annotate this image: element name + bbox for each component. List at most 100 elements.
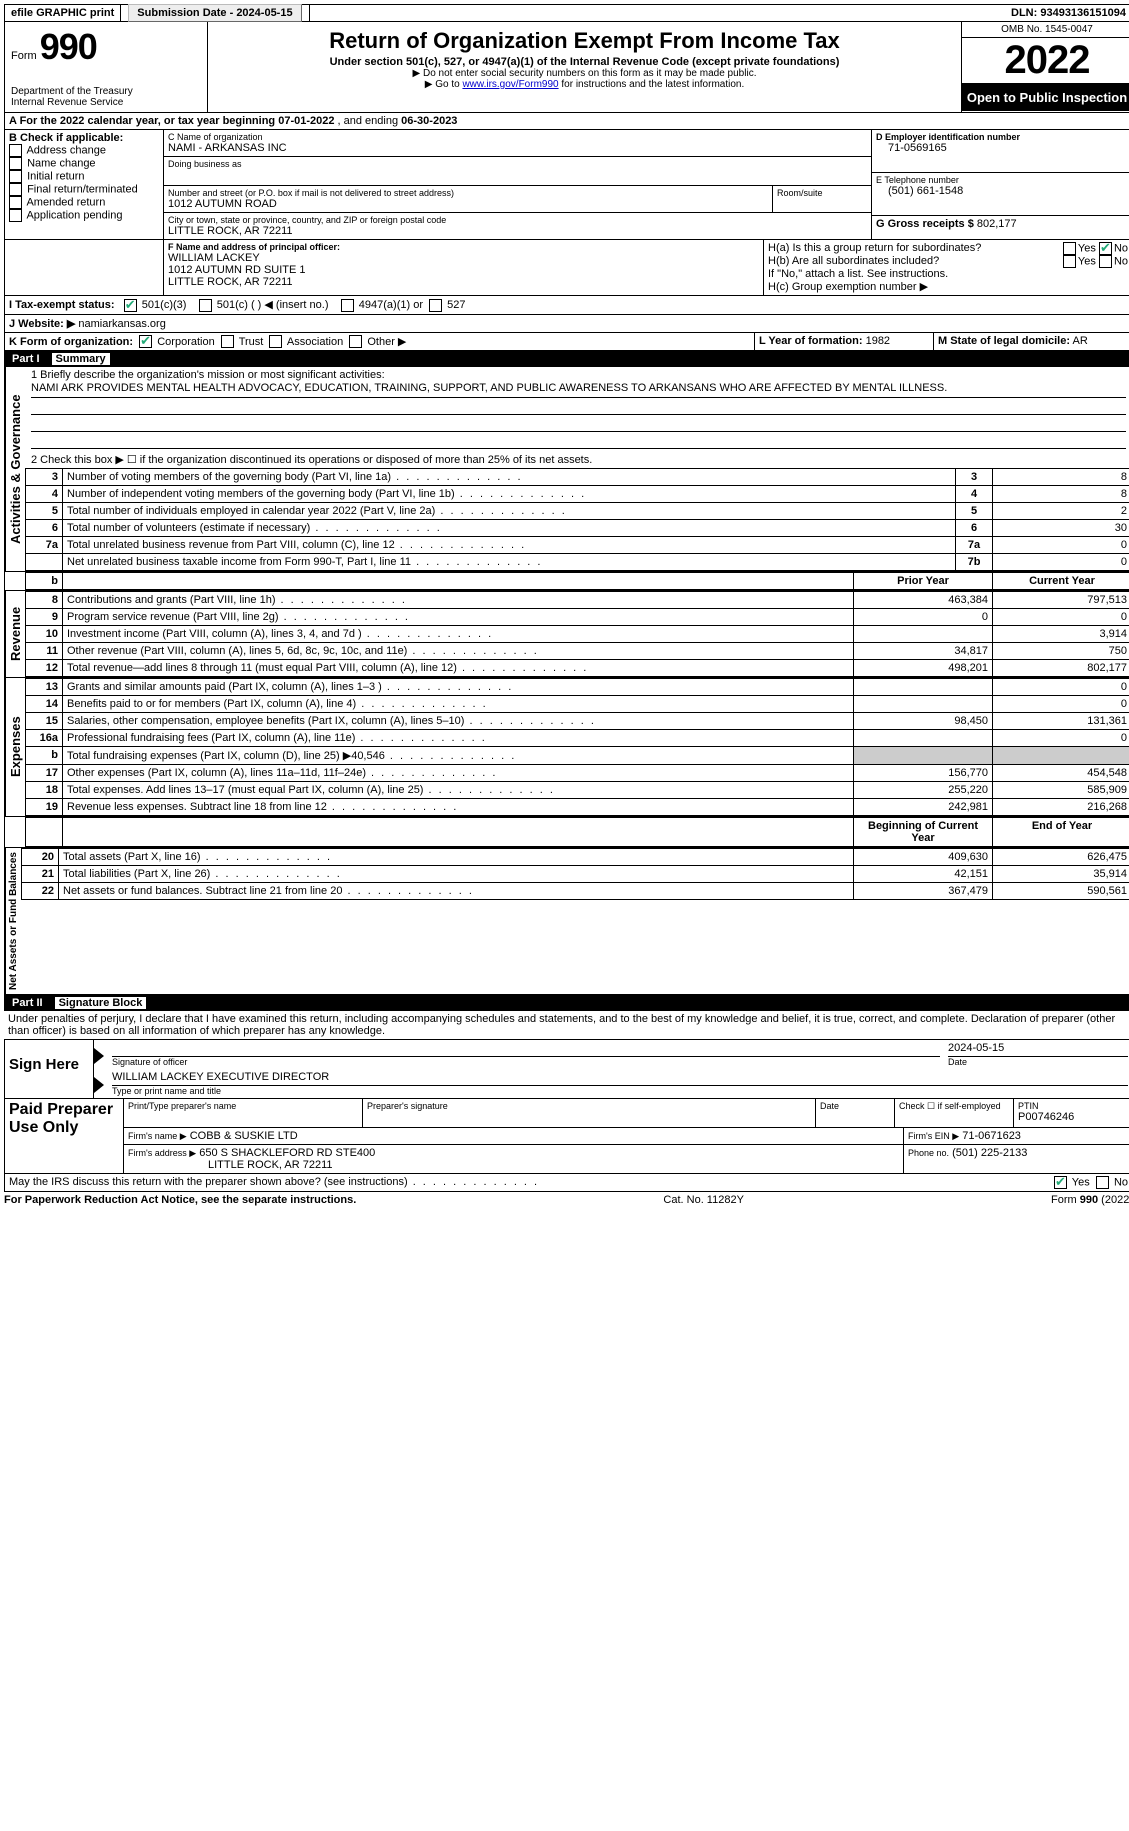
checkbox[interactable] xyxy=(9,209,22,222)
ptin-value: P00746246 xyxy=(1018,1111,1128,1123)
mayirs-yes[interactable] xyxy=(1054,1176,1067,1189)
pra-notice: For Paperwork Reduction Act Notice, see … xyxy=(4,1194,356,1206)
cb-formorg[interactable] xyxy=(139,335,152,348)
q1-text: NAMI ARK PROVIDES MENTAL HEALTH ADVOCACY… xyxy=(31,381,1126,398)
omb-label: OMB No. 1545-0047 xyxy=(962,22,1129,38)
efile-label: efile GRAPHIC print xyxy=(5,5,121,21)
firm-addr1: 650 S SHACKLEFORD RD STE400 xyxy=(199,1147,375,1159)
cb-501c[interactable] xyxy=(199,299,212,312)
tax-exempt-row: I Tax-exempt status: 501(c)(3) 501(c) ( … xyxy=(4,296,1129,315)
cb-formorg[interactable] xyxy=(269,335,282,348)
officer-label: F Name and address of principal officer: xyxy=(168,242,759,252)
checkbox[interactable] xyxy=(9,170,22,183)
table-row: 20Total assets (Part X, line 16)409,6306… xyxy=(22,849,1129,866)
may-irs-row: May the IRS discuss this return with the… xyxy=(4,1174,1129,1192)
activities-label: Activities & Governance xyxy=(5,367,25,571)
revenue-table: 8Contributions and grants (Part VIII, li… xyxy=(25,591,1129,677)
checkbox[interactable] xyxy=(9,196,22,209)
website-row: J Website: ▶ namiarkansas.org xyxy=(4,315,1129,333)
tel-value: (501) 661-1548 xyxy=(876,185,1128,197)
part1-header: Part I Summary xyxy=(4,351,1129,367)
cb-formorg[interactable] xyxy=(349,335,362,348)
ha-label: H(a) Is this a group return for subordin… xyxy=(768,242,1063,255)
mayirs-no[interactable] xyxy=(1096,1176,1109,1189)
type-name-label: Type or print name and title xyxy=(112,1086,1128,1096)
hb-label: H(b) Are all subordinates included? xyxy=(768,255,1063,268)
org-name: NAMI - ARKANSAS INC xyxy=(168,142,867,154)
entity-block: B Check if applicable: Address change Na… xyxy=(4,130,1129,240)
paid-preparer-block: Paid Preparer Use Only Print/Type prepar… xyxy=(4,1099,1129,1174)
may-irs-text: May the IRS discuss this return with the… xyxy=(9,1176,408,1188)
table-row: 17Other expenses (Part IX, column (A), l… xyxy=(26,765,1129,782)
cb-527[interactable] xyxy=(429,299,442,312)
hb-yes[interactable] xyxy=(1063,255,1076,268)
expenses-table: 13Grants and similar amounts paid (Part … xyxy=(25,678,1129,816)
officer-block: F Name and address of principal officer:… xyxy=(4,240,1129,296)
table-row: 21Total liabilities (Part X, line 26)42,… xyxy=(22,866,1129,883)
sig-officer-label: Signature of officer xyxy=(112,1057,940,1067)
formorg-label: K Form of organization: xyxy=(9,336,133,348)
boxB-item: Name change xyxy=(9,157,159,170)
website-label: J Website: ▶ xyxy=(9,318,75,330)
checkbox[interactable] xyxy=(9,144,22,157)
boxB-item: Final return/terminated xyxy=(9,183,159,196)
revenue-section: Revenue 8Contributions and grants (Part … xyxy=(4,591,1129,678)
dba-label: Doing business as xyxy=(168,159,867,169)
form-title: Return of Organization Exempt From Incom… xyxy=(214,28,955,54)
officer-addr2: LITTLE ROCK, AR 72211 xyxy=(168,276,759,288)
website-value: namiarkansas.org xyxy=(78,318,165,330)
summary-simple-table: 3Number of voting members of the governi… xyxy=(25,468,1129,571)
table-row: 9Program service revenue (Part VIII, lin… xyxy=(26,609,1129,626)
hb-note: If "No," attach a list. See instructions… xyxy=(768,268,1128,280)
checkbox[interactable] xyxy=(9,183,22,196)
q1-label: 1 Briefly describe the organization's mi… xyxy=(31,369,1126,381)
irs-link[interactable]: www.irs.gov/Form990 xyxy=(462,79,558,90)
table-row: 3Number of voting members of the governi… xyxy=(26,469,1129,486)
firm-addr2: LITTLE ROCK, AR 72211 xyxy=(128,1159,899,1171)
paid-prep-label: Paid Preparer Use Only xyxy=(5,1099,124,1173)
ein-label: D Employer identification number xyxy=(876,132,1128,142)
sign-here-label: Sign Here xyxy=(5,1040,94,1098)
revenue-label: Revenue xyxy=(5,591,25,677)
boxB-item: Address change xyxy=(9,144,159,157)
period-line: A For the 2022 calendar year, or tax yea… xyxy=(4,113,1129,130)
top-bar: efile GRAPHIC print Submission Date - 20… xyxy=(4,4,1129,22)
cb-501c3[interactable] xyxy=(124,299,137,312)
q2-text: 2 Check this box ▶ ☐ if the organization… xyxy=(31,453,1126,466)
phone-label: Phone no. xyxy=(908,1148,949,1158)
hb-no[interactable] xyxy=(1099,255,1112,268)
note2: ▶ Go to www.irs.gov/Form990 for instruct… xyxy=(214,79,955,90)
officer-typed-name: WILLIAM LACKEY EXECUTIVE DIRECTOR xyxy=(112,1071,1128,1086)
penalty-text: Under penalties of perjury, I declare th… xyxy=(4,1011,1129,1039)
table-row: 18Total expenses. Add lines 13–17 (must … xyxy=(26,782,1129,799)
cb-4947[interactable] xyxy=(341,299,354,312)
netassets-label: Net Assets or Fund Balances xyxy=(5,848,21,994)
irs-label: Internal Revenue Service xyxy=(11,97,201,108)
expenses-section: Expenses 13Grants and similar amounts pa… xyxy=(4,678,1129,817)
table-row: 16aProfessional fundraising fees (Part I… xyxy=(26,730,1129,747)
form-prefix: Form xyxy=(11,50,37,62)
arrow-icon xyxy=(94,1077,104,1093)
table-row: 14Benefits paid to or for members (Part … xyxy=(26,696,1129,713)
submission-btn[interactable]: Submission Date - 2024-05-15 xyxy=(128,4,301,22)
gross-label: G Gross receipts $ xyxy=(876,218,974,230)
city-label: City or town, state or province, country… xyxy=(168,215,867,225)
date-label: Date xyxy=(948,1057,1128,1067)
table-row: 22Net assets or fund balances. Subtract … xyxy=(22,883,1129,900)
ha-yes[interactable] xyxy=(1063,242,1076,255)
tax-year: 2022 xyxy=(962,38,1129,84)
self-emp-label: Check ☐ if self-employed xyxy=(899,1101,1009,1112)
arrow-icon xyxy=(94,1048,104,1064)
part1-body: Activities & Governance 1 Briefly descri… xyxy=(4,367,1129,572)
checkbox[interactable] xyxy=(9,157,22,170)
cb-formorg[interactable] xyxy=(221,335,234,348)
ha-no[interactable] xyxy=(1099,242,1112,255)
name-label: C Name of organization xyxy=(168,132,867,142)
table-row: 11Other revenue (Part VIII, column (A), … xyxy=(26,643,1129,660)
hc-label: H(c) Group exemption number ▶ xyxy=(768,280,1128,293)
firm-ein: 71-0671623 xyxy=(962,1130,1021,1142)
officer-name: WILLIAM LACKEY xyxy=(168,252,759,264)
note1: ▶ Do not enter social security numbers o… xyxy=(214,68,955,79)
netassets-section: Net Assets or Fund Balances 20Total asse… xyxy=(4,848,1129,995)
prep-sig-label: Preparer's signature xyxy=(367,1101,811,1111)
